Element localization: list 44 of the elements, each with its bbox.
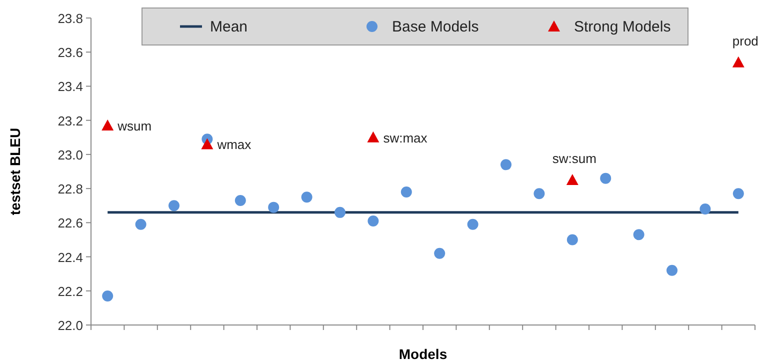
legend-label: Base Models	[392, 18, 479, 36]
point	[534, 188, 545, 200]
y-tick-label: 23.0	[58, 147, 83, 162]
point	[732, 56, 744, 68]
point	[234, 194, 246, 206]
y-tick-label: 22.2	[58, 284, 83, 299]
point	[102, 290, 114, 302]
point	[135, 218, 146, 230]
x-axis-title: Models	[398, 346, 448, 362]
y-axis-title: testset BLEU	[7, 128, 23, 216]
point	[102, 119, 114, 130]
y-tick-label: 22.8	[58, 182, 83, 197]
point	[301, 192, 312, 203]
y-tick-label: 22.4	[58, 250, 83, 265]
point	[500, 159, 512, 170]
point	[201, 138, 214, 150]
point	[467, 218, 478, 230]
point	[600, 172, 612, 184]
point	[633, 229, 644, 240]
data-label: sw:max	[383, 130, 428, 146]
data-label: sw:sum	[552, 151, 596, 166]
data-label: wsum	[116, 118, 152, 134]
point	[400, 186, 412, 198]
y-tick-label: 23.4	[58, 79, 83, 94]
point	[732, 188, 744, 200]
point	[566, 174, 578, 186]
y-tick-label: 22.0	[58, 318, 83, 333]
y-tick-label: 22.6	[58, 216, 83, 231]
point	[334, 206, 346, 218]
legend-label: Mean	[210, 18, 248, 36]
y-tick-label: 23.2	[58, 113, 83, 128]
y-tick-label: 23.6	[58, 45, 83, 60]
point	[168, 200, 180, 212]
point	[368, 215, 379, 226]
y-tick-label: 23.8	[58, 11, 83, 26]
data-label: prod	[732, 33, 758, 48]
point	[367, 131, 380, 142]
point	[268, 202, 280, 213]
legend-label: Strong Models	[574, 18, 671, 36]
point	[700, 204, 711, 215]
point	[566, 234, 578, 246]
point	[434, 248, 446, 259]
point	[666, 264, 678, 276]
data-label: wmax	[216, 137, 252, 152]
